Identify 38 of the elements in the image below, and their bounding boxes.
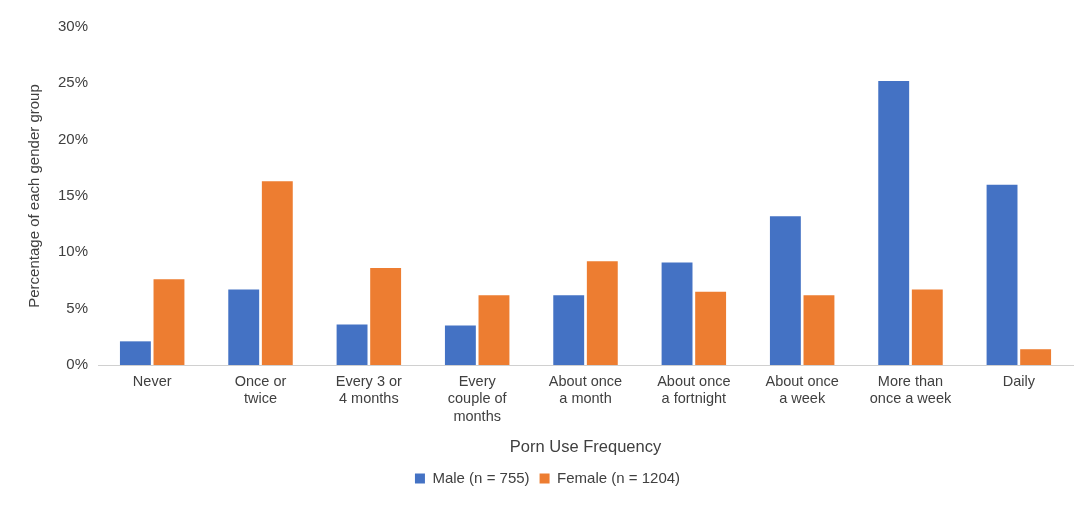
bar xyxy=(1020,349,1052,365)
bar xyxy=(695,291,727,365)
x-tick-label: Every couple of months xyxy=(447,372,508,424)
legend-label: Female (n = 1204) xyxy=(557,468,681,486)
x-tick-label: Never xyxy=(132,372,172,389)
y-tick-label: 5% xyxy=(66,298,89,316)
bar xyxy=(803,295,835,365)
y-tick-label: 10% xyxy=(57,242,89,260)
bar xyxy=(261,181,293,365)
bar xyxy=(878,81,910,365)
bar xyxy=(769,216,801,365)
x-tick-label: Every 3 or 4 months xyxy=(335,372,403,407)
x-tick-label: About once a fortnight xyxy=(657,372,731,407)
bar xyxy=(153,279,185,365)
x-tick-label: More than once a week xyxy=(869,372,952,407)
x-tick-label: Once or twice xyxy=(234,372,287,407)
bar xyxy=(661,262,693,365)
bar xyxy=(119,341,151,365)
y-tick-label: 15% xyxy=(57,186,89,204)
x-tick-label: About once a month xyxy=(548,372,623,407)
x-tick-label: Daily xyxy=(1002,372,1036,389)
y-axis-title: Percentage of each gender group xyxy=(25,84,43,308)
y-tick-label: 0% xyxy=(66,355,89,373)
legend-label: Male (n = 755) xyxy=(432,468,530,486)
y-tick-label: 30% xyxy=(57,17,89,35)
bar xyxy=(986,184,1018,365)
bar xyxy=(336,324,368,365)
bar xyxy=(586,261,618,365)
x-tick-label: About once a week xyxy=(765,372,839,407)
bar xyxy=(478,295,510,365)
x-axis-title: Porn Use Frequency xyxy=(509,436,662,455)
y-tick-label: 20% xyxy=(57,129,89,147)
bar xyxy=(553,295,585,365)
bar xyxy=(444,325,476,365)
bar xyxy=(911,289,943,365)
bar xyxy=(228,289,260,365)
y-tick-label: 25% xyxy=(57,73,89,91)
bar xyxy=(370,268,402,365)
